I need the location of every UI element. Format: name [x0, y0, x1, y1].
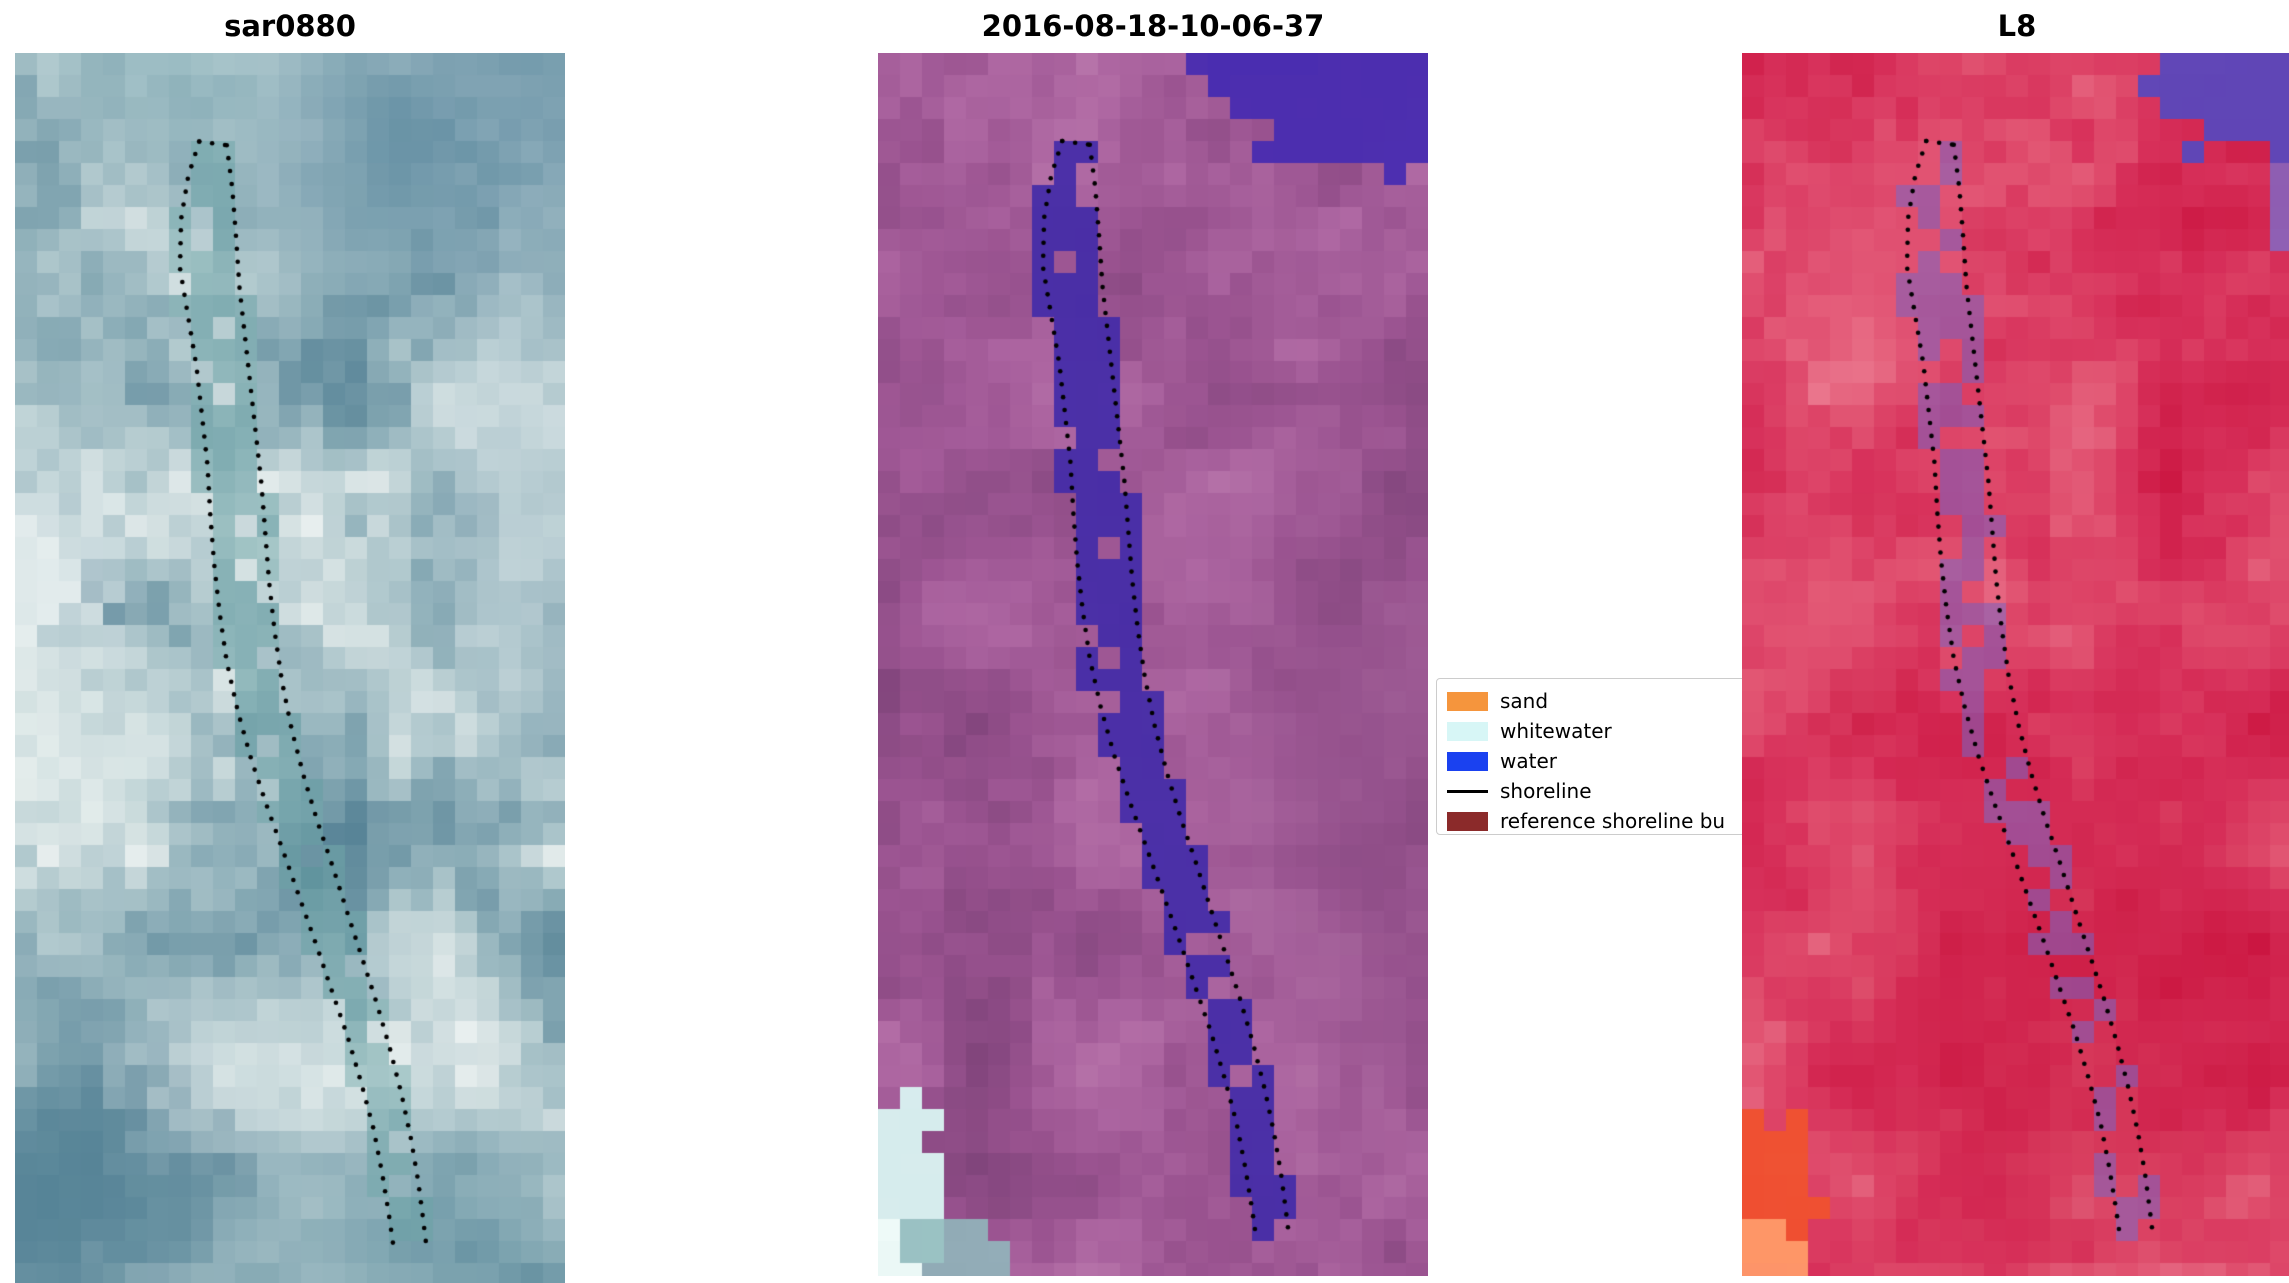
legend-entry-sand: sand: [1447, 686, 1747, 716]
l8-image: [1742, 53, 2289, 1276]
legend-entry-shoreline: shoreline: [1447, 776, 1747, 806]
legend-label: reference shoreline bu: [1500, 809, 1726, 833]
classification-image: [878, 53, 1428, 1276]
panel-title-l8: L8: [1997, 9, 2037, 43]
legend-line-glyph: [1447, 789, 1488, 793]
legend-entry-whitewater: whitewater: [1447, 716, 1747, 746]
panel-title-sar0880: sar0880: [224, 9, 356, 43]
legend-label: water: [1500, 749, 1557, 773]
reference-color-swatch: [1447, 811, 1488, 831]
whitewater-color-swatch: [1447, 721, 1488, 741]
legend-label: sand: [1500, 689, 1549, 713]
sar0880-image: [15, 53, 565, 1283]
panel-sar0880: sar0880: [15, 9, 565, 1283]
legend: sand whitewater water shoreline reference sh…: [1436, 678, 1748, 835]
legend-entry-water: water: [1447, 746, 1747, 776]
legend-label: whitewater: [1500, 719, 1612, 743]
legend-label: shoreline: [1500, 779, 1592, 803]
shoreline-line-swatch: [1447, 782, 1488, 801]
panel-title-classification: 2016-08-18-10-06-37: [981, 9, 1325, 43]
panel-classification: 2016-08-18-10-06-37: [878, 9, 1428, 1276]
panel-l8: L8: [1742, 9, 2289, 1276]
legend-entry-reference: reference shoreline bu: [1447, 806, 1747, 834]
water-color-swatch: [1447, 751, 1488, 771]
sand-color-swatch: [1447, 691, 1488, 711]
